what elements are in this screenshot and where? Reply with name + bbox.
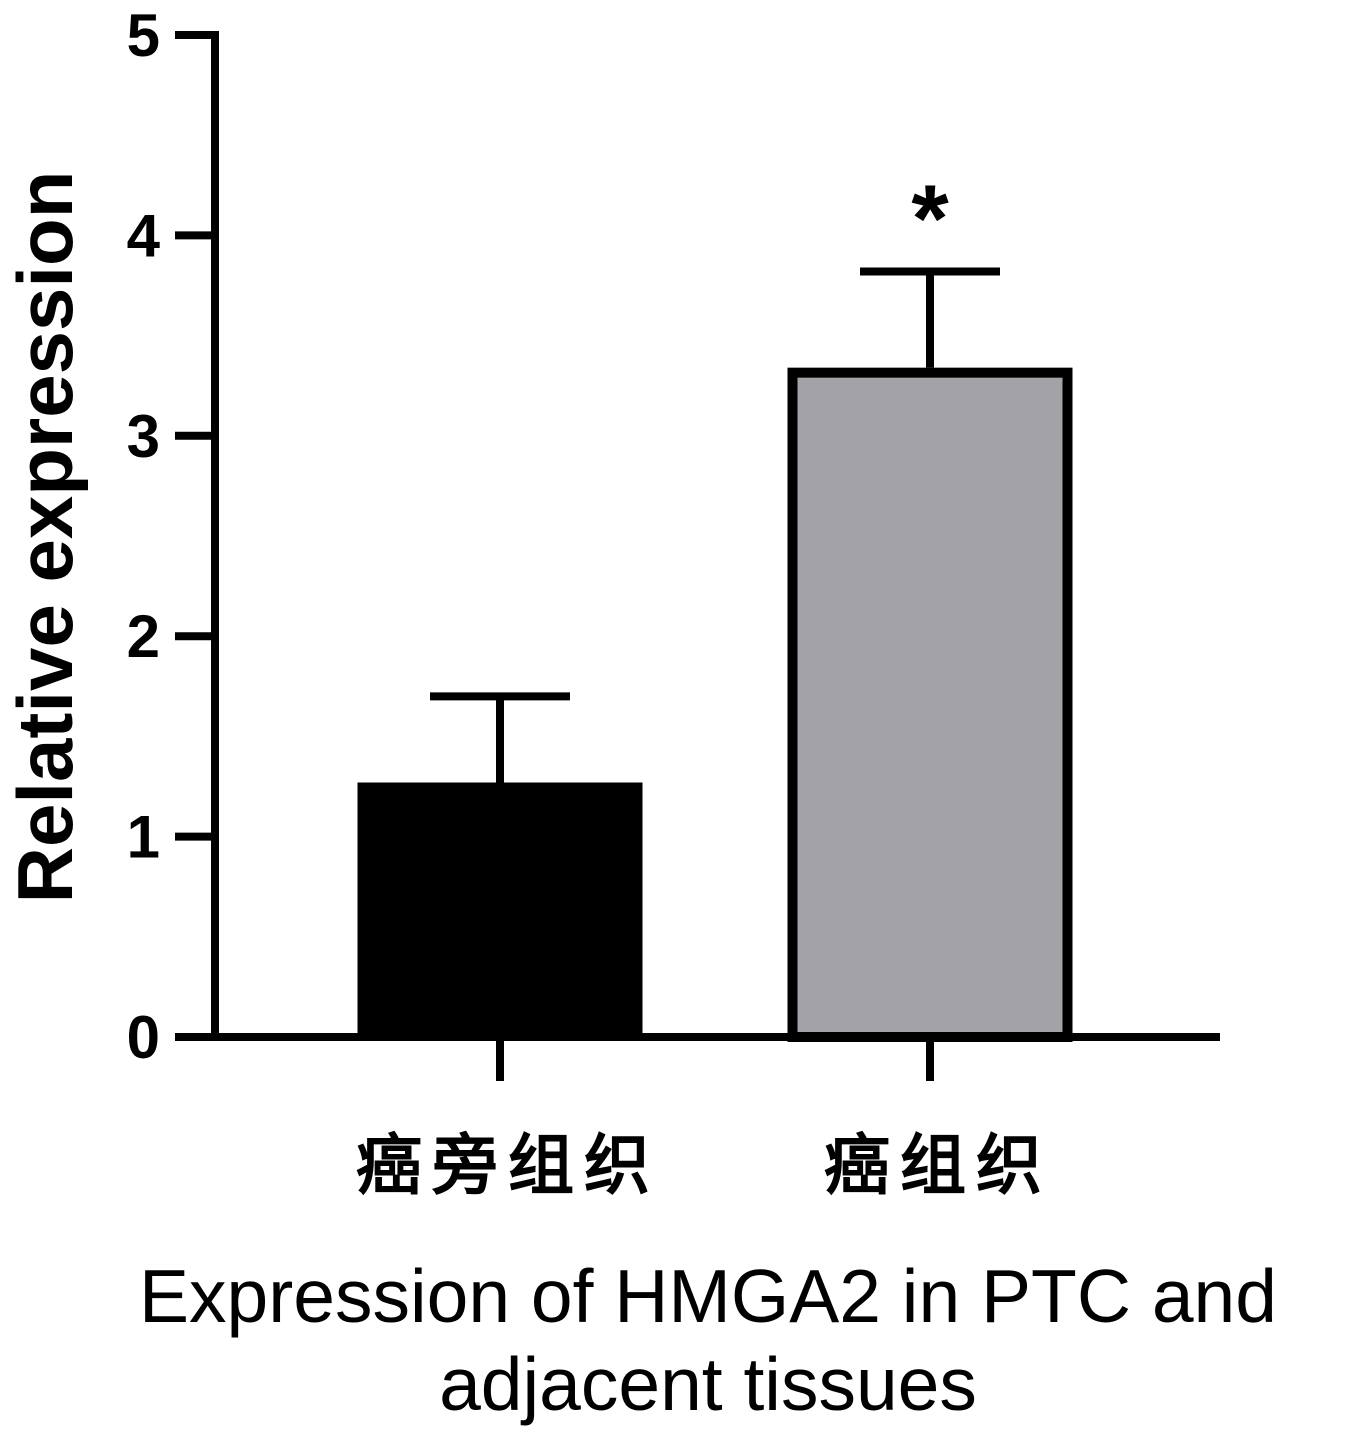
bar-0 — [357, 782, 643, 1037]
caption-line-1: Expression of HMGA2 in PTC and — [139, 1254, 1277, 1338]
y-tick-label-3: 3 — [127, 403, 160, 470]
caption-line-2: adjacent tissues — [439, 1342, 977, 1426]
y-tick-label-2: 2 — [127, 603, 160, 670]
plot-area: 0 1 2 3 4 5 癌旁组织 * 癌组织 — [127, 2, 1220, 1204]
y-axis-label: Relative expression — [1, 171, 89, 904]
y-tick-label-5: 5 — [127, 2, 160, 69]
y-tick-label-0: 0 — [127, 1004, 160, 1071]
bar-1 — [787, 367, 1073, 1042]
bar-chart: 0 1 2 3 4 5 癌旁组织 * 癌组织 Relative expression — [1, 2, 1220, 1204]
figure-caption: Expression of HMGA2 in PTC and adjacent … — [60, 1252, 1356, 1428]
y-tick-label-4: 4 — [127, 202, 161, 269]
y-tick-label-1: 1 — [127, 804, 160, 871]
significance-marker-1: * — [911, 165, 949, 272]
x-category-label-0: 癌旁组织 — [356, 1127, 660, 1204]
x-category-label-1: 癌组织 — [824, 1127, 1052, 1204]
